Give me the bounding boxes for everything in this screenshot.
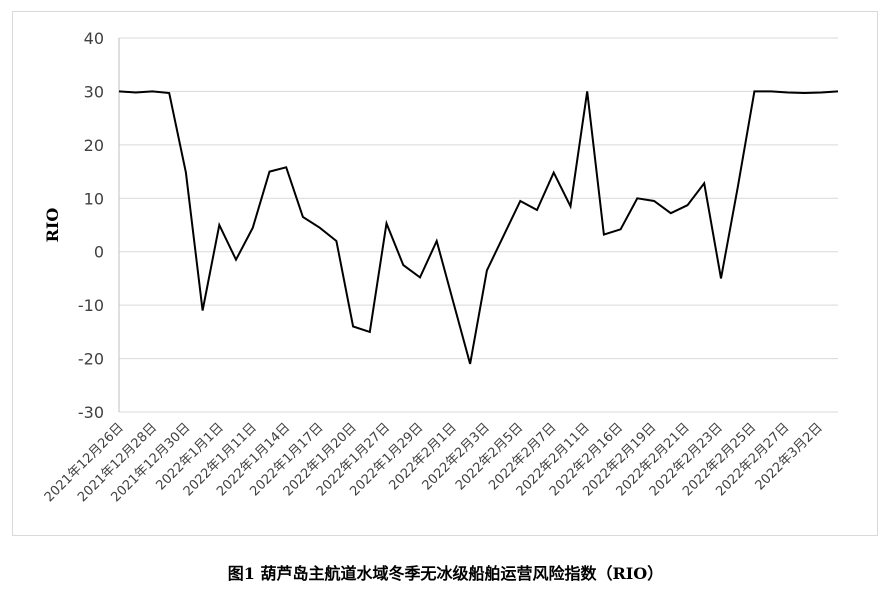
y-tick-label: 30 xyxy=(84,82,104,101)
line-chart: 403020100-10-20-30RIO2021年12月26日2021年12月… xyxy=(42,29,839,505)
y-tick-label: -10 xyxy=(78,296,104,315)
y-tick-label: 20 xyxy=(84,136,104,155)
y-tick-label: -30 xyxy=(78,403,104,422)
figure-caption: 图1 葫芦岛主航道水域冬季无冰级船舶运营风险指数（RIO） xyxy=(227,564,664,583)
y-tick-label: 10 xyxy=(84,189,104,208)
series-line xyxy=(118,90,839,365)
y-tick-label: 0 xyxy=(94,243,104,262)
chart-frame xyxy=(12,11,878,536)
y-tick-label: 40 xyxy=(84,29,104,48)
y-tick-label: -20 xyxy=(78,350,104,369)
y-axis-title: RIO xyxy=(43,208,62,243)
